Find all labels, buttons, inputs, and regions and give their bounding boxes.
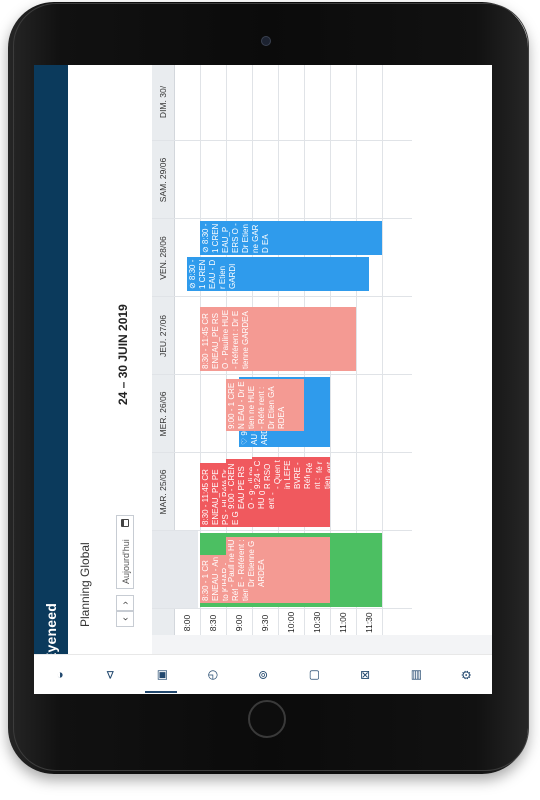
nav-item[interactable]: ⚙ (447, 655, 487, 694)
time-slot-label: 9:00 (234, 614, 244, 632)
nav-item[interactable]: ⊲ (90, 655, 130, 694)
day-header[interactable]: MAR. 25/06 (158, 469, 168, 515)
calendar-nav-icon: ▣ (154, 668, 169, 681)
time-slot-label: 10:00 (286, 611, 296, 633)
day-divider (152, 608, 412, 609)
page-title: Planning Global (78, 542, 92, 627)
next-week-button[interactable]: › (116, 595, 134, 611)
clock-icon: ◴ (205, 669, 220, 680)
mail-icon: ⊠ (357, 669, 372, 680)
location-icon: ⊚ (256, 669, 270, 680)
home-button[interactable] (248, 700, 286, 738)
brand-bar: Eyeneed (34, 65, 68, 693)
time-slot-label: 9:30 (260, 614, 270, 632)
date-range: 24 – 30 JUIN 2019 (116, 304, 130, 405)
camera-icon (261, 36, 271, 46)
calendar-event[interactable]: ⊘ 8:30 - 1 CREN EAU_PERS O - Dr Etien ne… (200, 221, 382, 255)
calendar-event[interactable]: ⊘ 8:30 - 1 CREN EAU - Dr Etien GARDI (187, 257, 369, 291)
calendar-icon (121, 519, 129, 527)
today-column-bg (152, 531, 198, 609)
today-label: Aujourd'hui (121, 539, 131, 584)
nav-item[interactable]: ◒ (39, 655, 79, 694)
day-divider (152, 218, 412, 219)
screen: Eyeneed Planning Global ‹ › Aujourd'hui … (34, 65, 492, 693)
app-window: Eyeneed Planning Global ‹ › Aujourd'hui … (34, 65, 492, 693)
nav-item[interactable]: ▤ (396, 655, 436, 694)
prev-week-button[interactable]: ‹ (116, 611, 134, 627)
time-slot-label: 11:30 (364, 612, 374, 633)
page-header: Planning Global ‹ › Aujourd'hui 24 – 30 … (68, 65, 152, 693)
nav-item[interactable]: ▢ (294, 655, 334, 694)
time-slot-label: 10:30 (312, 611, 322, 633)
calendar-event[interactable]: 8:30 - 11:45 CRENEAU_PE RSO - Pauline HU… (200, 307, 356, 371)
time-slot-label: 11:00 (338, 612, 348, 633)
day-divider (152, 452, 412, 453)
calendar-event[interactable]: - Paull ne HUE - Référent : Dr Etienne G… (226, 537, 330, 589)
day-divider (152, 374, 412, 375)
day-header[interactable]: MER. 26/06 (158, 391, 168, 437)
time-slot-label: 8:30 (208, 614, 218, 632)
nav-item[interactable]: ◴ (192, 655, 232, 694)
document-icon: ▢ (306, 668, 321, 681)
nav-item[interactable]: ⊠ (345, 655, 385, 694)
megaphone-icon: ⊲ (103, 669, 118, 680)
time-slot-label: 8:00 (182, 614, 192, 632)
day-divider (152, 140, 412, 141)
nav-item[interactable]: ▣ (141, 655, 181, 694)
satellite-icon: ◒ (52, 670, 67, 679)
day-header[interactable]: DIM. 30/ (158, 85, 168, 119)
time-gridline (382, 65, 383, 635)
calendar-event[interactable]: Réfé rent : Dr (304, 459, 330, 475)
list-icon: ▤ (408, 668, 423, 681)
day-divider (152, 530, 412, 531)
nav-item[interactable]: ⊚ (243, 655, 283, 694)
settings-icon: ⚙ (459, 669, 474, 680)
today-button[interactable]: Aujourd'hui (116, 515, 134, 589)
day-header[interactable]: VEN. 28/06 (158, 236, 168, 280)
day-header[interactable]: SAM. 29/06 (158, 157, 168, 203)
calendar-event[interactable]: 9:00 - 1 CREN EAU - Dr Etien ne HUE - Ré… (226, 379, 304, 431)
bottom-navigation: ◒ ⊲ ▣ ◴ ⊚ ▢ ⊠ ▤ ⚙ (34, 654, 492, 694)
day-divider (152, 296, 412, 297)
page: Planning Global ‹ › Aujourd'hui 24 – 30 … (68, 65, 492, 693)
day-header[interactable]: JEU. 27/06 (158, 314, 168, 358)
